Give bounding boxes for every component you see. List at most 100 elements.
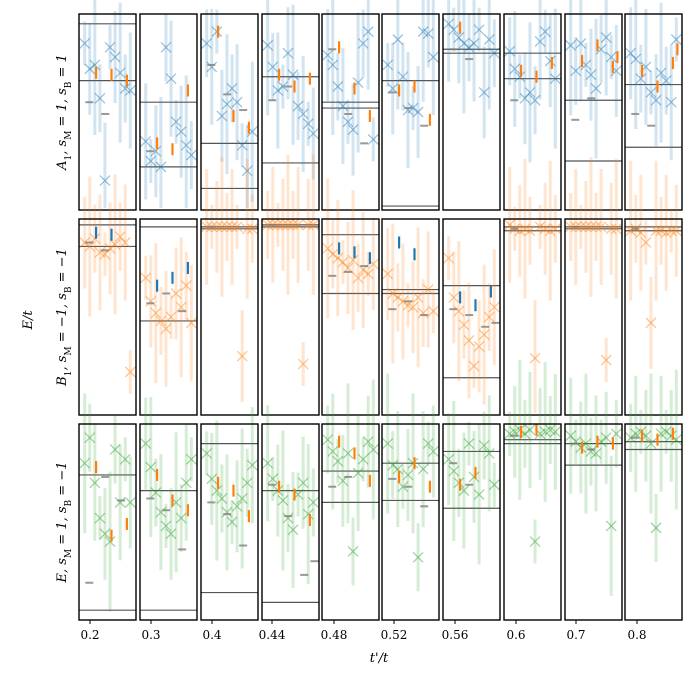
- data-point-marker: [302, 219, 314, 231]
- data-point-marker: [262, 457, 274, 469]
- data-point-marker: [277, 494, 289, 506]
- data-point-marker: [231, 96, 243, 108]
- x-tick-label: 0.2: [80, 628, 99, 642]
- data-point-marker: [114, 496, 126, 508]
- data-point-marker: [236, 350, 248, 362]
- panel-frame: [139, 218, 198, 416]
- data-point-marker: [352, 467, 364, 479]
- data-point-marker: [392, 291, 404, 303]
- panel: [381, 218, 440, 416]
- data-point-marker: [267, 473, 279, 485]
- data-point-marker: [402, 104, 414, 116]
- data-point-marker: [246, 459, 258, 471]
- row-label-part: = −1: [55, 248, 70, 286]
- data-point-marker: [549, 223, 561, 235]
- data-point-marker: [170, 116, 182, 128]
- data-point-marker: [524, 86, 536, 98]
- data-point-marker: [544, 225, 556, 237]
- data-point-marker: [565, 430, 577, 442]
- row-label-part: M: [64, 131, 74, 140]
- data-point-marker: [170, 288, 182, 299]
- row-1: [78, 0, 683, 211]
- data-point-marker: [206, 473, 218, 485]
- data-point-marker: [332, 455, 344, 467]
- panel: [321, 379, 380, 621]
- data-point-marker: [94, 92, 106, 104]
- data-point-marker: [473, 24, 485, 36]
- data-point-marker: [241, 223, 253, 235]
- data-point-marker: [585, 69, 597, 81]
- data-point-marker: [267, 61, 279, 73]
- panel: [139, 218, 198, 416]
- data-point-marker: [175, 512, 187, 524]
- data-point-marker: [417, 463, 429, 475]
- panel-frame: [261, 13, 320, 211]
- row-2: [78, 154, 683, 416]
- data-point-marker: [297, 477, 309, 489]
- data-point-marker: [114, 231, 126, 243]
- data-point-marker: [94, 246, 106, 258]
- data-point-marker: [114, 67, 126, 79]
- data-point-marker: [600, 432, 612, 444]
- row-label-part: 1: [64, 371, 74, 377]
- data-point-marker: [483, 311, 495, 323]
- panel-frame: [321, 13, 380, 211]
- x-tick-label: 0.6: [506, 628, 525, 642]
- data-point-marker: [99, 528, 111, 540]
- panel-frame: [381, 218, 440, 416]
- data-point-marker: [160, 520, 172, 532]
- data-point-marker: [347, 545, 359, 557]
- data-point-marker: [549, 426, 561, 438]
- data-point-marker: [109, 51, 121, 63]
- data-point-marker: [362, 26, 374, 38]
- data-point-marker: [104, 242, 116, 254]
- data-point-marker: [109, 239, 121, 250]
- data-point-marker: [660, 426, 672, 438]
- data-point-marker: [397, 481, 409, 493]
- data-point-marker: [605, 520, 617, 532]
- data-point-marker: [185, 317, 197, 329]
- data-point-marker: [160, 323, 172, 335]
- data-point-marker: [529, 94, 541, 106]
- panel: [78, 174, 137, 416]
- data-point-marker: [468, 471, 480, 483]
- data-point-marker: [665, 96, 677, 108]
- row-label: B1, sM = −1, sB = −1: [55, 248, 74, 387]
- data-point-marker: [665, 430, 677, 442]
- data-point-marker: [412, 106, 424, 118]
- data-point-marker: [262, 39, 274, 51]
- data-point-marker: [140, 272, 152, 284]
- row-label-part: A: [55, 160, 70, 170]
- data-point-marker: [342, 116, 354, 128]
- row-label-part: B: [64, 81, 74, 88]
- data-point-marker: [427, 51, 439, 63]
- data-point-marker: [272, 485, 284, 497]
- row-label-part: , s: [55, 355, 70, 370]
- data-point-marker: [119, 83, 131, 94]
- ylabel-text: E/t: [21, 310, 36, 331]
- panel: [381, 373, 440, 621]
- data-point-marker: [246, 223, 258, 235]
- panel-frame: [381, 13, 440, 211]
- data-point-marker: [625, 47, 637, 59]
- data-point-marker: [524, 225, 536, 237]
- data-point-marker: [590, 221, 602, 233]
- panel-frame: [503, 13, 562, 211]
- data-point-marker: [453, 32, 465, 43]
- data-point-marker: [352, 272, 364, 284]
- panel: [78, 0, 137, 211]
- data-point-marker: [277, 81, 289, 92]
- panel-frame: [564, 423, 623, 621]
- x-tick-label: 0.7: [566, 628, 585, 642]
- data-point-marker: [650, 225, 662, 237]
- data-point-marker: [645, 86, 657, 98]
- x-tick-label: 0.48: [321, 628, 348, 642]
- data-point-marker: [422, 438, 434, 450]
- panel-frame: [139, 13, 198, 211]
- data-point-marker: [180, 280, 192, 292]
- panel-frame: [78, 218, 137, 416]
- data-point-marker: [458, 37, 470, 49]
- data-point-marker: [453, 477, 465, 489]
- data-point-marker: [89, 477, 101, 489]
- panel-frame: [78, 423, 137, 621]
